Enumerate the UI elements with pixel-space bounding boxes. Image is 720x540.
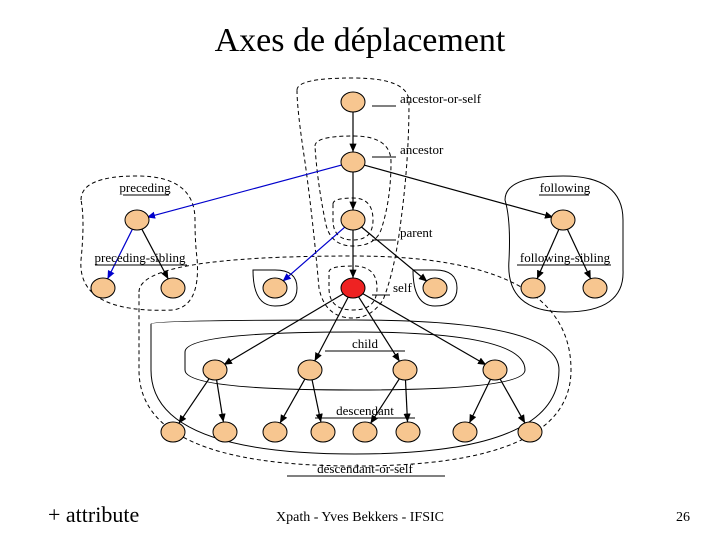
axes-diagram: ancestor-or-self ancestor preceding followi… bbox=[65, 70, 640, 485]
node-d2 bbox=[213, 422, 237, 442]
footer-text: Xpath - Yves Bekkers - IFSIC bbox=[276, 510, 444, 525]
node-d8 bbox=[518, 422, 542, 442]
edge bbox=[283, 227, 346, 282]
node-c3 bbox=[393, 360, 417, 380]
edge bbox=[363, 165, 554, 218]
edge bbox=[224, 293, 345, 365]
page-number: 26 bbox=[676, 510, 690, 526]
edge bbox=[362, 293, 487, 365]
pagenum-text: 26 bbox=[676, 510, 690, 525]
node-fs bbox=[423, 278, 447, 298]
node-root bbox=[341, 92, 365, 112]
edge bbox=[280, 379, 305, 424]
edge bbox=[315, 297, 349, 361]
node-d4 bbox=[311, 422, 335, 442]
node-c1 bbox=[203, 360, 227, 380]
slide-footer: Xpath - Yves Bekkers - IFSIC bbox=[0, 510, 720, 526]
axis-label: ancestor-or-self bbox=[400, 91, 482, 106]
node-ps bbox=[263, 278, 287, 298]
axis-label: following bbox=[540, 180, 591, 195]
node-pL1 bbox=[91, 278, 115, 298]
node-fR2 bbox=[583, 278, 607, 298]
axis-label: preceding bbox=[119, 180, 171, 195]
edge bbox=[147, 165, 344, 218]
node-d7 bbox=[453, 422, 477, 442]
edge bbox=[179, 378, 210, 423]
node-pL bbox=[125, 210, 149, 230]
axis-label: descendant bbox=[336, 403, 394, 418]
node-d6 bbox=[396, 422, 420, 442]
axis-label: ancestor bbox=[400, 142, 444, 157]
edge bbox=[358, 296, 399, 361]
edge bbox=[405, 380, 407, 422]
node-fR bbox=[551, 210, 575, 230]
axis-label: following-sibling bbox=[520, 250, 611, 265]
node-d3 bbox=[263, 422, 287, 442]
node-d5 bbox=[353, 422, 377, 442]
node-B bbox=[341, 210, 365, 230]
axis-label: parent bbox=[400, 225, 433, 240]
slide-title: Axes de déplacement bbox=[0, 22, 720, 60]
node-fR1 bbox=[521, 278, 545, 298]
slide: Axes de déplacement ancestor-or-selfance… bbox=[0, 0, 720, 540]
axis-label: descendant-or-self bbox=[317, 461, 413, 476]
edge bbox=[217, 380, 224, 422]
node-A bbox=[341, 152, 365, 172]
edge bbox=[500, 379, 525, 424]
axis-label: child bbox=[352, 336, 378, 351]
edge bbox=[312, 380, 321, 422]
axis-label: self bbox=[393, 280, 412, 295]
node-pL2 bbox=[161, 278, 185, 298]
node-d1 bbox=[161, 422, 185, 442]
node-self bbox=[341, 278, 365, 298]
title-text: Axes de déplacement bbox=[215, 22, 506, 59]
node-c4 bbox=[483, 360, 507, 380]
node-c2 bbox=[298, 360, 322, 380]
axis-label: preceding-sibling bbox=[95, 250, 186, 265]
